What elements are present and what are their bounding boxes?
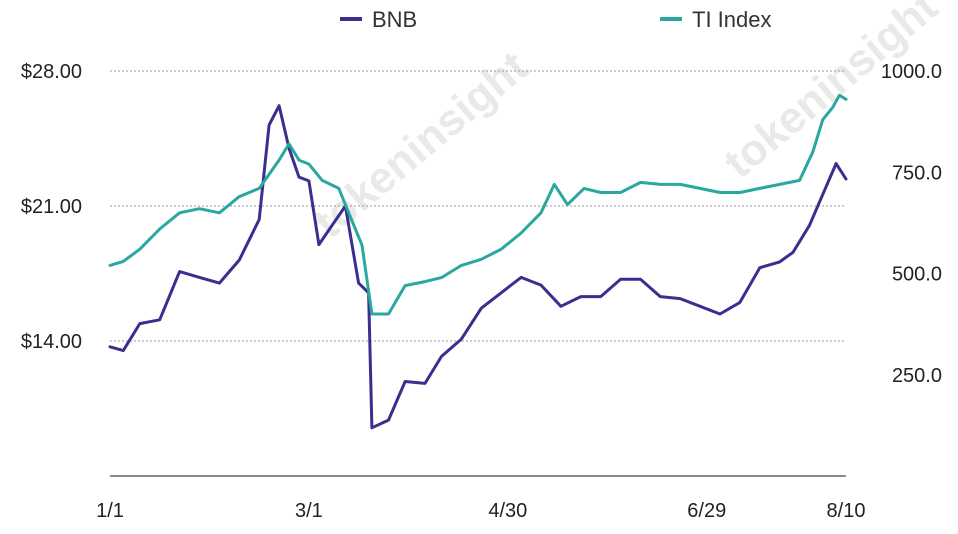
x-tick-label: 1/1 bbox=[96, 500, 124, 522]
y-right-tick-label: 500.0 bbox=[892, 264, 942, 286]
watermark: tokeninsight tokeninsight bbox=[305, 0, 947, 248]
y-axis-right-ticks: 1000.0 750.0 500.0 250.0 bbox=[881, 61, 942, 387]
series-line-ti-index bbox=[108, 93, 848, 316]
x-tick-label: 6/29 bbox=[687, 500, 726, 522]
y-axis-left-ticks: $28.00 $21.00 $14.00 bbox=[21, 61, 82, 353]
series-line-bnb bbox=[108, 104, 848, 430]
legend-label-bnb: BNB bbox=[372, 7, 417, 32]
x-tick-label: 8/10 bbox=[827, 500, 866, 522]
x-tick-label: 3/1 bbox=[295, 500, 323, 522]
x-tick-label: 4/30 bbox=[488, 500, 527, 522]
y-left-tick-label: $21.00 bbox=[21, 196, 82, 218]
series-lines bbox=[108, 93, 848, 430]
y-right-tick-label: 250.0 bbox=[892, 365, 942, 387]
x-axis-ticks: 1/1 3/1 4/30 6/29 8/10 bbox=[96, 500, 865, 522]
legend-label-ti-index: TI Index bbox=[692, 7, 771, 32]
y-right-tick-label: 750.0 bbox=[892, 162, 942, 184]
legend: BNB TI Index bbox=[340, 7, 771, 32]
gridlines bbox=[110, 70, 846, 342]
y-right-tick-label: 1000.0 bbox=[881, 61, 942, 83]
y-left-tick-label: $28.00 bbox=[21, 61, 82, 83]
y-left-tick-label: $14.00 bbox=[21, 331, 82, 353]
